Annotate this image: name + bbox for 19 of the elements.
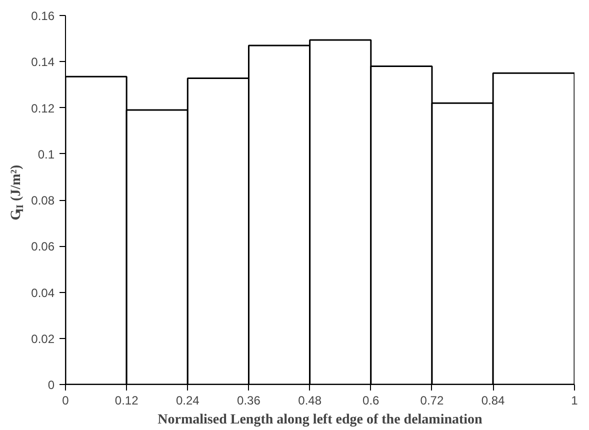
y-tick-label: 0.1 — [38, 147, 55, 162]
x-axis-title: Normalised Length along left edge of the delamination — [158, 412, 483, 428]
y-tick-label: 0.04 — [31, 286, 55, 300]
y-tick-label: 0.08 — [31, 194, 55, 208]
x-tick-label: 0.72 — [420, 394, 444, 408]
x-tick-label: 0.6 — [362, 394, 380, 408]
y-tick-label: 0 — [48, 378, 55, 392]
x-tick-label: 0.24 — [176, 394, 200, 408]
x-tick-label: 0.48 — [298, 394, 322, 408]
x-tick-label: 0 — [62, 394, 70, 408]
y-tick-label: 0.12 — [31, 101, 55, 116]
y-tick-label: 0.14 — [31, 55, 55, 70]
x-tick-label: 0.84 — [481, 394, 506, 408]
y-tick-label: 0.02 — [31, 332, 55, 346]
x-tick-label: 0.12 — [114, 394, 139, 408]
x-tick-label: 1 — [571, 394, 578, 408]
y-tick-label: 0.06 — [31, 240, 55, 254]
x-tick-label: 0.36 — [237, 394, 261, 408]
y-tick-label: 0.16 — [31, 9, 55, 23]
